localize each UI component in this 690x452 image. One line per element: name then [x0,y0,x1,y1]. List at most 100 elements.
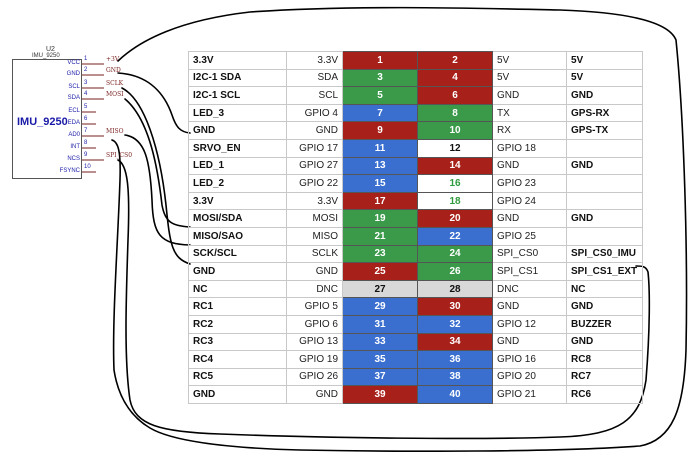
left-gpio: GND [286,262,343,281]
right-gpio: GND [492,209,567,228]
right-gpio: GND [492,332,567,352]
left-function: GND [188,385,287,404]
left-gpio: GPIO 5 [286,297,343,316]
right-pin-number: 20 [417,209,493,228]
left-pin-number: 11 [342,138,418,158]
right-gpio: GND [492,86,567,105]
right-function [566,174,643,193]
left-function: 3.3V [188,191,287,211]
right-gpio: GPIO 18 [492,138,567,158]
left-function: MOSI/SDA [188,209,287,228]
right-gpio: 5V [492,68,567,88]
left-pin-number: 23 [342,244,418,264]
header-row: 3.3V 3.3V 1 2 5V 5V [188,51,643,70]
right-gpio: 5V [492,51,567,70]
left-gpio: DNC [286,279,343,299]
right-function: SPI_CS1_EXT [566,262,643,281]
header-row: RC2 GPIO 6 31 32 GPIO 12 BUZZER [188,314,643,334]
left-gpio: GPIO 4 [286,103,343,123]
chip-pin-label: GND [66,71,80,77]
right-pin-number: 30 [417,297,493,316]
left-pin-number: 13 [342,156,418,176]
chip-pin-label: INT [70,144,80,150]
left-function: SCK/SCL [188,244,287,264]
left-pin-number: 7 [342,103,418,123]
left-gpio: 3.3V [286,51,343,70]
right-gpio: DNC [492,279,567,299]
right-gpio: TX [492,103,567,123]
right-function [566,138,643,158]
left-function: RC4 [188,350,287,369]
right-pin-number: 26 [417,262,493,281]
chip-pin-number: 4 [84,91,88,97]
header-row: I2C-1 SCL SCL 5 6 GND GND [188,86,643,105]
left-pin-number: 21 [342,226,418,246]
left-pin-number: 15 [342,174,418,193]
left-function: LED_1 [188,156,287,176]
left-pin-number: 31 [342,314,418,334]
left-pin-number: 29 [342,297,418,316]
header-row: RC5 GPIO 26 37 38 GPIO 20 RC7 [188,367,643,387]
left-function: I2C-1 SDA [188,68,287,88]
right-function: GPS-TX [566,121,643,140]
right-gpio: RX [492,121,567,140]
left-pin-number: 37 [342,367,418,387]
header-row: LED_1 GPIO 27 13 14 GND GND [188,156,643,176]
right-function: GND [566,209,643,228]
chip-pin-label: SCL [68,84,80,90]
left-pin-number: 27 [342,279,418,299]
right-pin-number: 28 [417,279,493,299]
right-gpio: SPI_CS0 [492,244,567,264]
wire-gnd [117,72,191,134]
left-function: RC2 [188,314,287,334]
chip-pin-number: 3 [84,80,88,86]
chip-pin-number: 6 [84,116,88,122]
right-pin-number: 2 [417,51,493,70]
left-pin-number: 33 [342,332,418,352]
left-pin-number: 35 [342,350,418,369]
header-row: LED_3 GPIO 4 7 8 TX GPS-RX [188,103,643,123]
right-pin-number: 12 [417,138,493,158]
chip-pin-label: EDA [67,120,80,126]
header-row: GND GND 9 10 RX GPS-TX [188,121,643,140]
chip-pin-number: 5 [84,104,88,110]
chip-ref: U2 [46,46,55,53]
left-pin-number: 9 [342,121,418,140]
header-row: 3.3V 3.3V 17 18 GPIO 24 [188,191,643,211]
left-gpio: SCL [286,86,343,105]
right-gpio: GPIO 12 [492,314,567,334]
header-row: SRVO_EN GPIO 17 11 12 GPIO 18 [188,138,643,158]
chip-pin-number: 10 [84,164,91,170]
right-function: RC6 [566,385,643,404]
right-gpio: GPIO 16 [492,350,567,369]
chip-pin-label: VCC [67,60,80,66]
left-function: NC [188,279,287,299]
chip-pin-label: NCS [67,156,80,162]
left-gpio: GPIO 6 [286,314,343,334]
left-function: RC1 [188,297,287,316]
header-row: NC DNC 27 28 DNC NC [188,279,643,299]
left-gpio: SDA [286,68,343,88]
chip-pin-label: ECL [68,108,80,114]
right-pin-number: 40 [417,385,493,404]
left-pin-number: 3 [342,68,418,88]
right-gpio: GPIO 25 [492,226,567,246]
right-pin-number: 10 [417,121,493,140]
right-pin-number: 8 [417,103,493,123]
left-gpio: GPIO 26 [286,367,343,387]
right-function: RC8 [566,350,643,369]
header-row: MISO/SAO MISO 21 22 GPIO 25 [188,226,643,246]
right-function: GPS-RX [566,103,643,123]
left-function: SRVO_EN [188,138,287,158]
chip-pin-number: 8 [84,140,88,146]
chip-pin-label: AD0 [68,132,80,138]
left-pin-number: 17 [342,191,418,211]
wire-3v3-loop [111,6,688,452]
right-gpio: GPIO 21 [492,385,567,404]
chip-part-label: IMU_9250 [32,53,60,59]
right-function: BUZZER [566,314,643,334]
wire-sclk [121,87,191,265]
right-pin-number: 4 [417,68,493,88]
right-pin-number: 14 [417,156,493,176]
